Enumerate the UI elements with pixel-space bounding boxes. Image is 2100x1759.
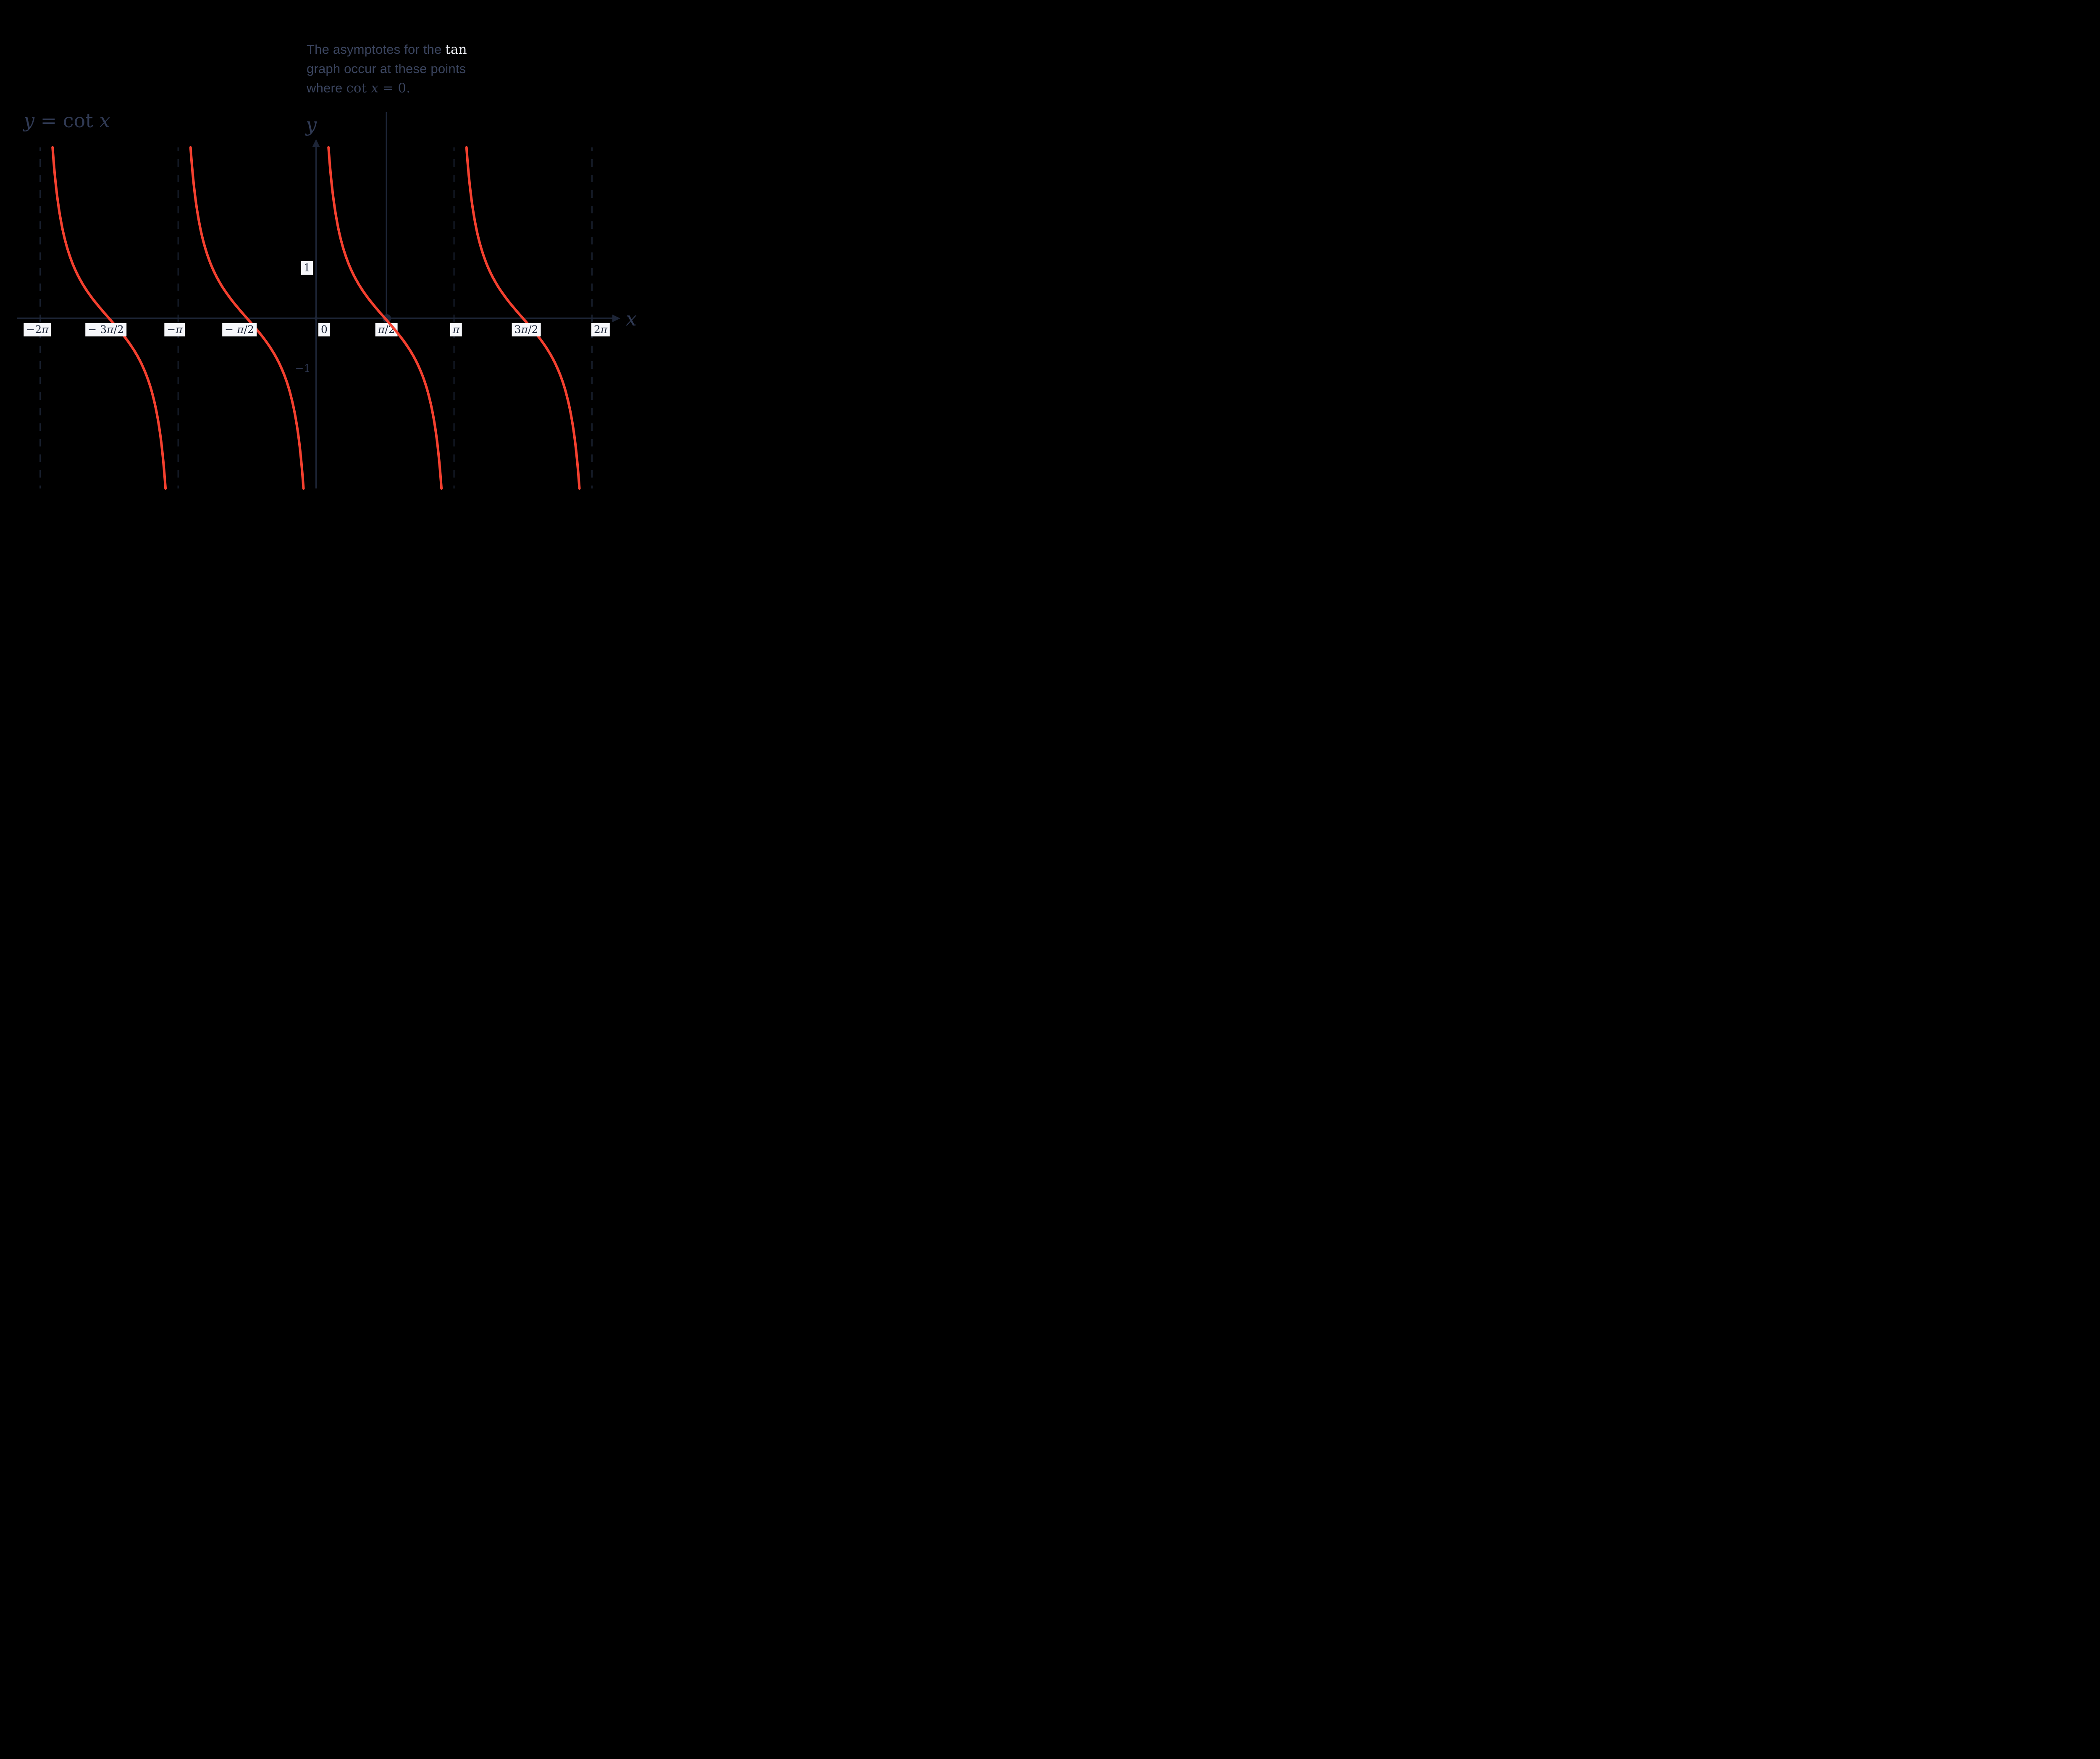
x-axis-arrow-icon: [612, 315, 620, 322]
callout-text-segment: x: [371, 81, 379, 96]
equation-segment: x: [99, 109, 110, 132]
y-tick-label: 1: [301, 261, 313, 275]
y-axis-arrow-icon: [312, 139, 320, 147]
x-tick-label: 3π/2: [512, 323, 541, 336]
callout-text-segment: = 0.: [378, 81, 411, 96]
x-tick-label: 0: [318, 323, 330, 336]
callout-line: where cot x = 0.: [307, 79, 467, 98]
x-tick-label: − π/2: [222, 323, 257, 336]
callout-text: The asymptotes for the tan graph occur at…: [307, 40, 467, 98]
equation-segment: y: [24, 109, 34, 132]
x-tick-label: 2π: [591, 323, 610, 336]
x-tick-label: − 3π/2: [85, 323, 126, 336]
y-axis-letter: y: [306, 113, 317, 136]
callout-text-segment: The asymptotes for the: [307, 42, 446, 57]
x-tick-label: −2π: [24, 323, 51, 336]
callout-text-segment: cot: [346, 81, 371, 96]
origin-marker: [315, 316, 318, 321]
highlighted-tan-text: tan: [445, 42, 467, 57]
callout-text-segment: where: [307, 81, 346, 95]
callout-line: graph occur at these points: [307, 59, 467, 79]
x-tick-label: −π: [164, 323, 185, 336]
equation-segment: = cot: [34, 109, 100, 132]
x-axis-letter: x: [626, 307, 637, 330]
y-tick-label: −1: [295, 362, 311, 375]
callout-text-segment: graph occur at these points: [307, 61, 466, 76]
callout-line: The asymptotes for the tan: [307, 40, 467, 59]
equation-label: y = cot x: [24, 111, 110, 130]
x-tick-label: π: [450, 323, 462, 336]
cotangent-figure: π/2 The asymptotes for the tan graph occu…: [0, 0, 659, 530]
tick-labels-over-curve: The asymptotes for the tan graph occur at…: [0, 0, 659, 530]
